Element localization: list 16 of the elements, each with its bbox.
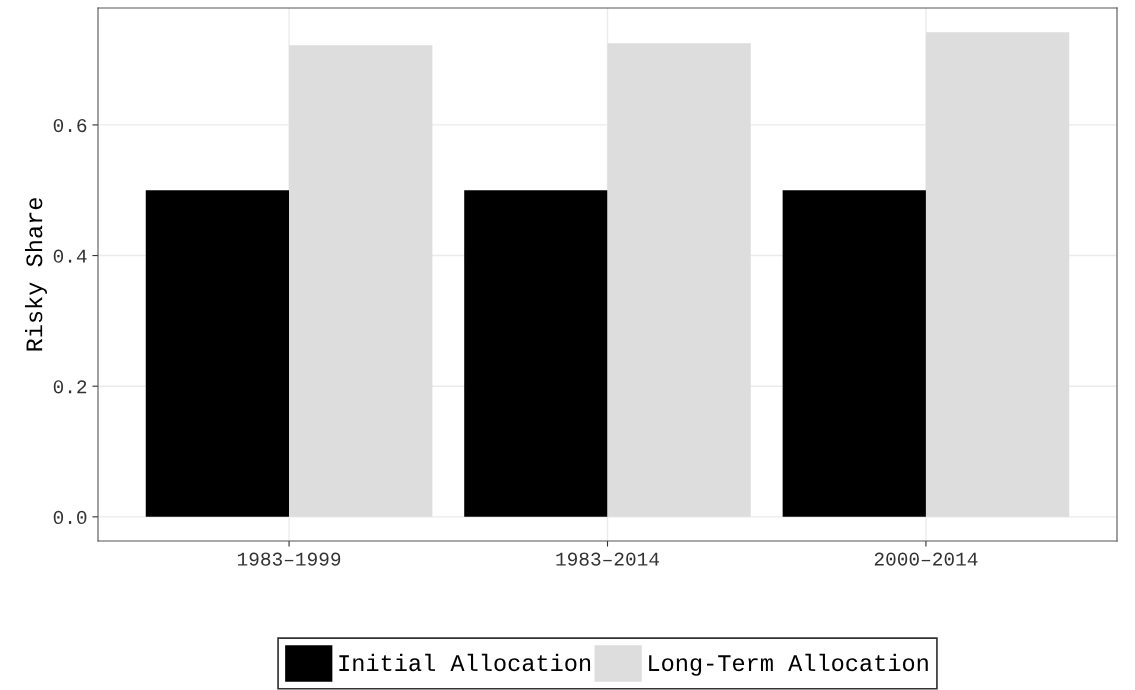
bar	[925, 32, 1070, 517]
bar	[782, 190, 926, 517]
x-tick-label: 2000–2014	[874, 552, 978, 566]
y-tick-label: 0.6	[53, 118, 87, 133]
bar	[464, 190, 608, 517]
legend-label: Long-Term Allocation	[649, 653, 928, 676]
y-tick-label: 0.0	[53, 510, 87, 525]
bar	[289, 45, 433, 517]
bar	[607, 43, 751, 517]
x-tick-label: 1983–2014	[556, 552, 660, 566]
legend-label: Initial Allocation	[339, 653, 591, 672]
x-tick-label: 1983–1999	[237, 552, 341, 566]
y-tick-label: 0.2	[53, 380, 87, 394]
bar	[145, 190, 290, 517]
y-axis-title: Risky Share	[25, 198, 48, 351]
y-tick-label: 0.4	[53, 249, 87, 263]
